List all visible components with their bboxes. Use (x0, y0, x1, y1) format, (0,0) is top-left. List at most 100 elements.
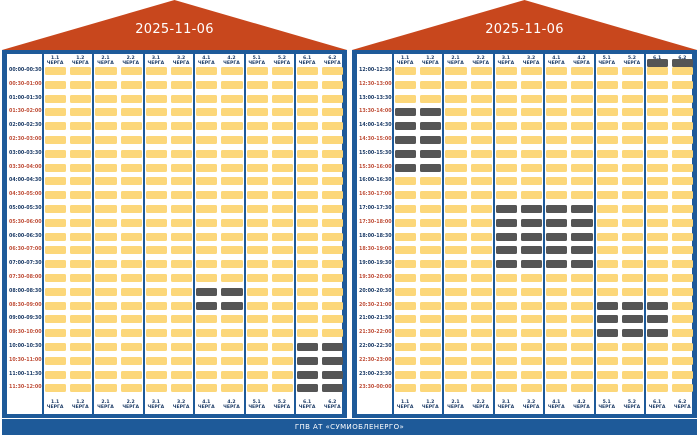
power-on-cell (672, 205, 694, 213)
power-on-cell (596, 122, 618, 131)
time-slot-label: 09:30-10:00 (9, 330, 42, 336)
power-on-cell (571, 80, 593, 89)
power-on-cell (672, 329, 694, 338)
power-on-cell (470, 94, 492, 103)
power-on-cell (246, 205, 268, 213)
power-on-cell (395, 274, 417, 282)
power-on-cell (120, 370, 142, 379)
power-on-cell (145, 356, 167, 365)
power-on-cell (521, 136, 543, 144)
power-on-cell (145, 122, 167, 131)
power-on-cell (145, 370, 167, 379)
power-on-cell (571, 356, 593, 365)
power-on-cell (621, 232, 643, 241)
group-label: ЧЕРГА (97, 405, 114, 411)
group-header-3-2: 3.2 ЧЕРГА (520, 400, 542, 411)
power-on-cell (95, 370, 117, 379)
power-on-cell (420, 356, 442, 365)
power-on-cell (196, 136, 218, 144)
outage-cell (322, 370, 344, 379)
power-on-cell (546, 287, 568, 296)
power-on-cell (571, 370, 593, 379)
power-on-cell (322, 94, 344, 103)
outage-cell (196, 301, 218, 310)
time-slot-label: 00:00-00:30 (9, 68, 42, 73)
group-label: ЧЕРГА (223, 405, 240, 411)
power-on-cell (546, 274, 568, 282)
power-on-cell (221, 94, 243, 103)
panel-frame: 1.1 ЧЕРГА 1.1 ЧЕРГА 1.2 ЧЕРГА 1.2 ЧЕРГА 2.1 ЧЕРГА… (2, 50, 347, 418)
group-header-5-2: 5.2 ЧЕРГА (271, 400, 293, 411)
roof-left (2, 0, 347, 50)
group-label: ЧЕРГА (623, 405, 641, 411)
power-on-cell (196, 67, 218, 75)
power-on-cell (647, 384, 669, 393)
power-on-cell (196, 191, 218, 200)
power-on-cell (145, 80, 167, 89)
power-on-cell (120, 149, 142, 158)
power-on-cell (571, 122, 593, 131)
power-on-cell (271, 370, 293, 379)
power-on-cell (271, 136, 293, 144)
power-on-cell (171, 177, 193, 186)
power-on-cell (271, 177, 293, 186)
power-on-cell (95, 329, 117, 338)
group-label: ЧЕРГА (648, 405, 666, 411)
power-on-cell (445, 149, 467, 158)
group-header-4-2: 4.2 ЧЕРГА (220, 56, 242, 67)
group-number: 3.2 (527, 400, 536, 405)
power-on-cell (470, 205, 492, 213)
power-on-cell (672, 301, 694, 310)
time-slot-label: 02:00-02:30 (9, 123, 42, 129)
power-on-cell (596, 191, 618, 200)
power-on-cell (470, 108, 492, 117)
power-on-cell (445, 80, 467, 89)
group-number: 4.2 (577, 400, 586, 405)
outage-cell (395, 136, 417, 144)
power-on-cell (621, 191, 643, 200)
power-on-cell (297, 177, 319, 186)
outage-cell (571, 205, 593, 213)
time-slot-label: 15:30-16:00 (359, 164, 392, 170)
power-on-cell (470, 343, 492, 351)
outage-cell (546, 232, 568, 241)
power-on-cell (621, 149, 643, 158)
group-label: ЧЕРГА (298, 61, 316, 67)
power-on-cell (196, 356, 218, 365)
power-on-cell (196, 329, 218, 338)
power-on-cell (221, 218, 243, 227)
group-header-4-2: 4.2 ЧЕРГА (220, 400, 242, 411)
time-slot-label: 08:30-09:00 (9, 302, 42, 308)
group-header-2-1: 2.1 ЧЕРГА (94, 56, 116, 67)
power-on-cell (596, 149, 618, 158)
power-on-cell (395, 329, 417, 338)
group-label: ЧЕРГА (421, 405, 439, 411)
power-on-cell (571, 191, 593, 200)
power-on-cell (571, 301, 593, 310)
power-on-cell (271, 287, 293, 296)
power-on-cell (647, 232, 669, 241)
power-on-cell (221, 315, 243, 324)
group-label: ЧЕРГА (472, 61, 490, 67)
time-slot-label: 13:30-14:00 (359, 109, 392, 115)
power-on-cell (45, 315, 67, 324)
power-on-cell (45, 136, 67, 144)
outage-cell (322, 384, 344, 393)
power-on-cell (647, 163, 669, 172)
power-on-cell (95, 246, 117, 255)
power-on-cell (297, 260, 319, 269)
power-on-cell (322, 315, 344, 324)
power-on-cell (672, 274, 694, 282)
power-on-cell (445, 67, 467, 75)
power-on-cell (221, 370, 243, 379)
group-label: ЧЕРГА (396, 61, 414, 67)
power-on-cell (221, 67, 243, 75)
power-on-cell (171, 370, 193, 379)
group-header-4-1: 4.1 ЧЕРГА (545, 400, 567, 411)
power-on-cell (571, 94, 593, 103)
power-on-cell (420, 329, 442, 338)
power-on-cell (495, 274, 517, 282)
power-on-cell (70, 232, 92, 241)
power-on-cell (196, 205, 218, 213)
group-label: ЧЕРГА (497, 405, 515, 411)
